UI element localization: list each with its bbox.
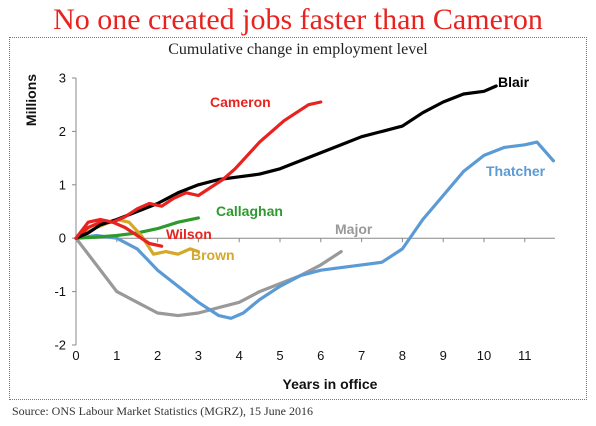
x-tick-label: 3 xyxy=(195,348,202,363)
y-tick-label: 2 xyxy=(59,124,66,139)
series-label-callaghan: Callaghan xyxy=(216,203,283,219)
series-line-thatcher xyxy=(74,140,555,320)
x-tick-label: 0 xyxy=(72,348,79,363)
axes-group: 0 1 2 3 4 5 6 7 8 9 10 11 -2 -1 0 1 2 3 xyxy=(54,71,555,363)
series-line-cameron xyxy=(74,100,323,240)
series-label-cameron: Cameron xyxy=(210,94,271,110)
series-line-wilson xyxy=(74,220,164,248)
x-tick-label: 7 xyxy=(358,348,365,363)
x-tick-label: 5 xyxy=(276,348,283,363)
series-label-blair: Blair xyxy=(498,74,530,90)
y-tick-label: 3 xyxy=(59,71,66,86)
headline: No one created jobs faster than Cameron xyxy=(53,3,543,36)
y-tick-label: 1 xyxy=(59,177,66,192)
x-tick-label: 8 xyxy=(399,348,406,363)
x-axis-label: Years in office xyxy=(283,376,378,392)
x-tick-label: 11 xyxy=(518,348,532,363)
chart-frame xyxy=(9,37,587,400)
y-axis-label: Millions xyxy=(23,74,39,126)
source-note: Source: ONS Labour Market Statistics (MG… xyxy=(12,404,313,418)
series-label-thatcher: Thatcher xyxy=(486,163,546,179)
series-group xyxy=(74,84,555,320)
y-tick-label: 0 xyxy=(59,231,66,246)
x-tick-label: 6 xyxy=(317,348,324,363)
x-tick-label: 2 xyxy=(154,348,161,363)
series-label-major: Major xyxy=(335,221,373,237)
x-tick-label: 4 xyxy=(236,348,243,363)
chart-title: Cumulative change in employment level xyxy=(168,41,428,58)
series-label-wilson: Wilson xyxy=(166,226,212,242)
series-line-blair xyxy=(74,84,498,240)
x-tick-label: 10 xyxy=(477,348,491,363)
series-label-brown: Brown xyxy=(191,247,235,263)
x-tick-label: 1 xyxy=(113,348,120,363)
x-tick-label: 9 xyxy=(440,348,447,363)
y-tick-label: -1 xyxy=(54,284,66,299)
y-tick-label: -2 xyxy=(54,338,66,353)
